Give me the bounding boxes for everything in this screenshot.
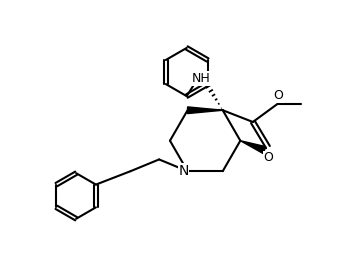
Polygon shape: [240, 141, 266, 154]
Text: O: O: [263, 151, 273, 164]
Text: NH: NH: [191, 72, 210, 85]
Polygon shape: [188, 107, 223, 114]
Text: O: O: [274, 89, 284, 102]
Text: N: N: [178, 164, 189, 178]
